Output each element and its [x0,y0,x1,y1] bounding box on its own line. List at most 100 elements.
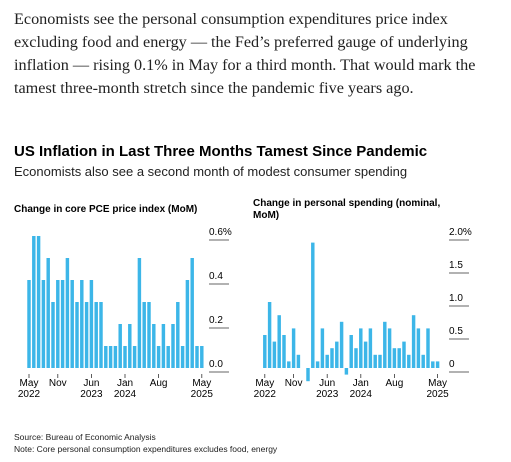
y-tick-label: 1.0 [449,293,463,304]
bar [407,354,411,368]
bar [152,324,156,368]
bar [147,302,151,368]
bar [190,258,194,368]
x-tick-label: Aug [385,378,404,389]
chart-title: Change in core PCE price index (MoM) [14,204,198,215]
bar [263,335,267,368]
x-tick-label: May 2025 [190,378,213,400]
bar [349,335,353,368]
bar [426,328,430,368]
x-tick-label: Jan 2024 [349,378,372,400]
bar [84,302,89,368]
bar [320,328,325,368]
bar [156,346,161,368]
y-tick-label: 0 [449,359,455,370]
bar [306,368,310,382]
bar [161,324,166,368]
x-tick-label: May 2022 [253,378,276,400]
x-tick-label: Aug [149,378,168,389]
chart-subtitle: Economists also see a second month of mo… [14,164,408,179]
bar [137,258,142,368]
bar [411,315,416,368]
bar [113,346,118,368]
bar [176,302,180,368]
bar [99,302,103,368]
bar [311,242,315,368]
bar [392,348,397,368]
bar [104,346,108,368]
bar [27,280,31,368]
source: Source: Bureau of Economic Analysis [14,432,156,442]
note: Note: Core personal consumption expendit… [14,444,278,454]
y-tick-label: 0.6% [209,227,232,238]
bar [339,321,344,368]
bar [296,354,301,368]
bar [368,328,373,368]
bar [287,361,291,368]
bar [272,341,277,368]
y-tick-label: 0.0 [209,359,223,370]
bar [41,280,46,368]
bar [267,302,272,368]
bar [359,328,363,368]
bar [56,280,60,368]
bar [185,280,190,368]
bar [128,324,132,368]
bar [402,341,406,368]
bar [330,348,334,368]
bar [435,361,440,368]
bar [200,346,204,368]
bar [277,315,281,368]
bar [32,236,36,368]
bar [132,346,137,368]
bar [118,324,122,368]
bar [383,321,387,368]
chart-headline: US Inflation in Last Three Months Tamest… [14,143,428,160]
x-tick-label: Jun 2023 [80,378,103,400]
bar [387,328,392,368]
bar [108,346,113,368]
chart-title: Change in personal spending (nominal, Mo… [253,198,441,221]
x-tick-label: May 2022 [17,378,41,400]
bar [335,341,339,368]
bar [51,302,55,368]
y-tick-label: 1.5 [449,260,463,271]
bar [70,280,74,368]
bar [416,328,421,368]
y-tick-label: 0.4 [209,271,223,282]
paragraph: Economists see the personal consumption … [14,10,476,97]
x-tick-label: May 2025 [426,378,449,400]
y-tick-label: 0.2 [209,315,223,326]
bar [431,361,435,368]
bar [421,354,425,368]
bar [166,346,170,368]
bar [397,348,401,368]
bar [60,280,65,368]
bar [282,335,286,368]
bar [363,341,368,368]
bar [80,280,84,368]
bar [75,302,79,368]
x-tick-label: Jan 2024 [113,378,137,400]
bar [315,361,320,368]
bar [94,302,98,368]
bar [46,258,50,368]
bar [325,354,329,368]
bar [344,368,349,375]
bar [89,280,94,368]
bar [171,324,175,368]
x-tick-label: Nov [48,378,67,389]
bar [195,346,199,368]
bar [65,258,70,368]
y-tick-label: 0.5 [449,326,463,337]
bar [378,354,382,368]
bar [291,328,296,368]
bar [373,354,377,368]
x-tick-label: Jun 2023 [316,378,339,400]
bar [142,302,146,368]
x-tick-label: Nov [284,378,303,389]
bar [123,346,127,368]
bar [354,348,358,368]
